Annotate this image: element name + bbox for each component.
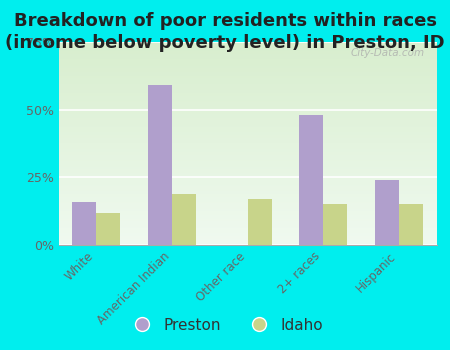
Bar: [148, 85, 172, 245]
Text: City-Data.com: City-Data.com: [351, 48, 425, 58]
Bar: [323, 204, 347, 245]
Bar: [172, 194, 196, 245]
Legend: Preston, Idaho: Preston, Idaho: [121, 312, 329, 339]
Bar: [72, 202, 96, 245]
Bar: [399, 204, 423, 245]
Bar: [299, 115, 323, 245]
Text: Breakdown of poor residents within races
(income below poverty level) in Preston: Breakdown of poor residents within races…: [5, 12, 445, 52]
Bar: [96, 212, 121, 245]
Bar: [374, 180, 399, 245]
Bar: [248, 199, 272, 245]
